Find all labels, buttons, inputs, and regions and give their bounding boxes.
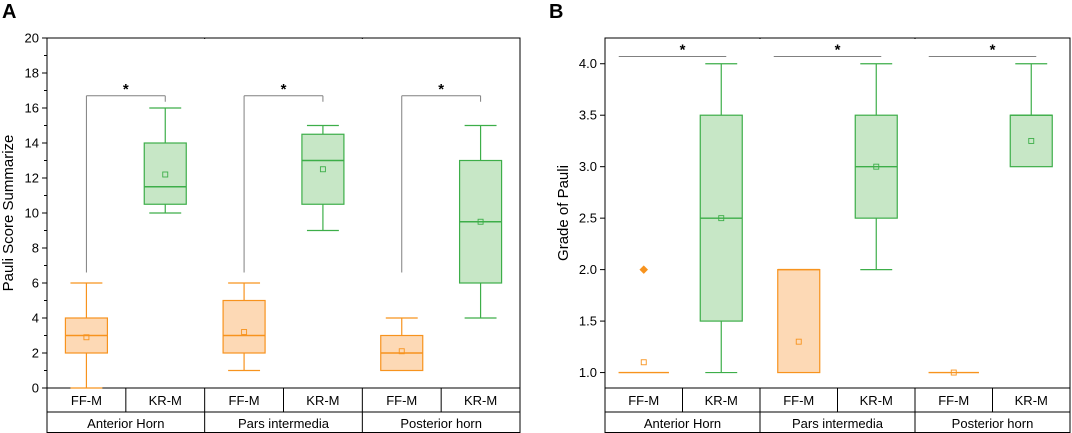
y-tick-label: 2 xyxy=(32,346,39,361)
mean-marker xyxy=(950,369,957,376)
mean-marker xyxy=(477,218,484,225)
mean-marker xyxy=(1028,137,1035,144)
significance-bracket: * xyxy=(85,81,166,273)
group-label: Anterior Horn xyxy=(87,416,164,431)
box-ff-m xyxy=(64,282,109,389)
y-tick-label: 6 xyxy=(32,276,39,291)
panel-b: B 1.0 1.5 2.0 2.5 3.0 3.5 4.0 Grade of Pauli FF-M… xyxy=(549,1,1071,433)
category-label: KR-M xyxy=(1015,393,1048,408)
y-axis-label: Grade of Pauli xyxy=(555,165,572,261)
y-tick-label: 0 xyxy=(32,381,39,396)
mean-marker xyxy=(795,338,802,345)
group-label: Anterior Horn xyxy=(644,416,721,431)
y-tick-label: 16 xyxy=(25,101,39,116)
category-label: FF-M xyxy=(229,393,260,408)
significance-bracket: * xyxy=(928,42,1037,59)
y-tick-label: 1.5 xyxy=(579,314,597,329)
y-tick-label: 1.0 xyxy=(579,365,597,380)
box-kr-m xyxy=(1009,63,1053,168)
y-tick-label: 18 xyxy=(25,66,39,81)
y-axis-label: Pauli Score Summarize xyxy=(0,135,17,292)
box-kr-m xyxy=(301,124,345,232)
box-kr-m xyxy=(699,63,743,374)
category-label: KR-M xyxy=(149,393,182,408)
group-label: Posterior horn xyxy=(400,416,482,431)
mean-marker xyxy=(83,334,90,341)
y-tick-label: 3.0 xyxy=(579,159,597,174)
plot-frame xyxy=(604,37,1071,389)
box-ff-m xyxy=(222,282,266,372)
category-label: FF-M xyxy=(386,393,417,408)
y-tick-label: 4 xyxy=(32,311,39,326)
y-tick-label: 4.0 xyxy=(579,56,597,71)
significance-bracket: * xyxy=(618,42,727,59)
y-tick-label: 2.0 xyxy=(579,262,597,277)
box-ff-m xyxy=(380,317,424,372)
y-tick-label: 3.5 xyxy=(579,108,597,123)
category-label: FF-M xyxy=(783,393,814,408)
box-body xyxy=(777,269,821,374)
box-body xyxy=(1009,114,1053,168)
box-ff-m xyxy=(928,369,979,376)
significance-star: * xyxy=(835,42,841,59)
mean-marker xyxy=(162,171,169,178)
significance-star: * xyxy=(680,42,686,59)
y-tick-label: 8 xyxy=(32,241,39,256)
box-kr-m xyxy=(143,107,187,214)
mean-marker xyxy=(873,163,880,170)
mean-marker xyxy=(718,215,725,222)
group-label: Posterior horn xyxy=(952,416,1034,431)
significance-bracket: * xyxy=(243,81,324,273)
category-label: KR-M xyxy=(464,393,497,408)
significance-star: * xyxy=(281,81,287,98)
outlier-point xyxy=(639,265,649,274)
significance-star: * xyxy=(438,81,444,98)
y-tick-label: 10 xyxy=(25,206,39,221)
box-ff-m xyxy=(618,359,669,374)
category-label: FF-M xyxy=(71,393,102,408)
mean-marker xyxy=(640,359,647,366)
panel-label: A xyxy=(2,1,16,23)
category-label: KR-M xyxy=(306,393,339,408)
y-tick-label: 2.5 xyxy=(579,211,597,226)
mean-marker xyxy=(319,166,326,173)
box-kr-m xyxy=(458,124,503,319)
box-body xyxy=(143,142,187,205)
panel-a: A 0 2 4 6 8 10 12 14 16 18 20 Pauli Score Summarize F… xyxy=(0,1,521,433)
significance-bracket: * xyxy=(773,42,882,59)
mean-marker xyxy=(241,329,248,335)
significance-star: * xyxy=(990,42,996,59)
significance-bracket: * xyxy=(401,81,482,273)
panel-label: B xyxy=(549,1,563,23)
box-kr-m xyxy=(854,63,898,271)
y-tick-label: 20 xyxy=(25,31,39,46)
category-label: KR-M xyxy=(860,393,893,408)
category-label: FF-M xyxy=(628,393,659,408)
y-tick-label: 14 xyxy=(25,136,39,151)
box-body xyxy=(301,133,345,205)
box-body xyxy=(222,299,266,354)
significance-star: * xyxy=(123,81,129,98)
y-tick-label: 12 xyxy=(25,171,39,186)
mean-marker xyxy=(398,348,405,355)
group-label: Pars intermedia xyxy=(792,416,884,431)
group-label: Pars intermedia xyxy=(238,416,330,431)
box-ff-m xyxy=(777,268,821,374)
category-label: KR-M xyxy=(705,393,738,408)
category-label: FF-M xyxy=(938,393,969,408)
